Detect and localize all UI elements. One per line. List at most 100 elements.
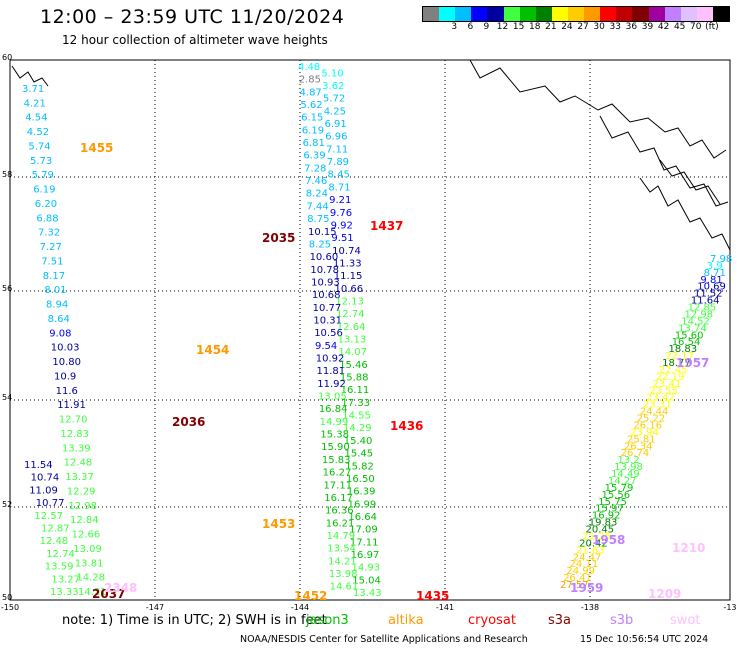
wave-height-label: 7.28 [304, 163, 326, 174]
wave-height-label: 10.77 [36, 498, 65, 509]
wave-height-label: 10.93 [311, 277, 340, 288]
wave-height-label: 5.10 [321, 68, 343, 79]
wave-height-label: 12.64 [337, 322, 366, 333]
wave-height-label: 12.13 [335, 296, 364, 307]
wave-height-label: 14.21 [328, 556, 357, 567]
colorbar-swatch [503, 7, 520, 21]
wave-height-label: 18.77 [662, 358, 691, 369]
wave-height-label: 10.92 [316, 354, 345, 365]
colorbar-label: 9 [483, 22, 490, 32]
wave-height-label: 24.47 [573, 552, 602, 563]
colorbar-label: 21 [545, 22, 557, 32]
wave-height-label: 22.45 [659, 365, 688, 376]
latitude-label: 50 [2, 593, 12, 602]
wave-height-label: 26.16 [633, 420, 662, 431]
wave-height-label: 5.62 [300, 100, 322, 111]
colorbar-label: 45 [673, 22, 686, 32]
wave-height-label: 13.39 [62, 443, 91, 454]
wave-height-label: 14.21 [78, 587, 107, 598]
coastline [11, 59, 731, 251]
wave-height-label: 4.54 [25, 113, 47, 124]
wave-height-label: 10.31 [313, 315, 342, 326]
pass-time-tag: 1455 [80, 141, 113, 155]
colorbar-labels: 3 6 9 12 15 18 21 24 27 30 33 36 39 42 45 70 (ft) [422, 22, 728, 34]
wave-height-label: 13.2 [617, 455, 639, 466]
wave-height-label: 24.44 [640, 407, 669, 418]
wave-height-label: 15.97 [595, 504, 624, 515]
pass-time-tag: 1209 [648, 587, 681, 601]
graticule [10, 60, 730, 600]
wave-height-label: 17.33 [341, 398, 370, 409]
satellite-legend-s3a: s3a [548, 613, 572, 628]
wave-height-label: 15.04 [352, 575, 381, 586]
colorbar-label: 27 [577, 22, 589, 32]
wave-height-label: 12.48 [64, 458, 93, 469]
pass-time-tag: 1959 [570, 581, 603, 595]
satellite-legend-jason3: jason3 [306, 613, 349, 628]
wave-height-label: 7.27 [40, 242, 62, 253]
credit-line: NOAA/NESDIS Center for Satellite Applica… [240, 634, 528, 645]
wave-height-label: 14.79 [327, 531, 356, 542]
wave-height-label: 26.41 [563, 573, 592, 584]
wave-height-label: 3.71 [22, 84, 44, 95]
wave-height-label: 16.84 [319, 404, 348, 415]
wave-height-label: 14.07 [338, 347, 367, 358]
coastline-islands [639, 177, 731, 251]
pass-time-tag: 1957 [676, 356, 709, 370]
wave-height-label: 2.85 [299, 75, 321, 86]
colorbar-swatch [439, 7, 456, 21]
wave-height-label: 8.64 [48, 314, 70, 325]
wave-height-label: 14.28 [76, 573, 105, 584]
wave-height-label: 16.97 [351, 550, 380, 561]
wave-height-label: 11.91 [57, 400, 86, 411]
pass-time-tag: 1436 [390, 419, 423, 433]
wave-height-label: 25.81 [627, 434, 656, 445]
wave-height-label: 24.99 [566, 566, 595, 577]
colorbar-label: 24 [561, 22, 573, 32]
wave-height-label: 7.46 [305, 176, 327, 187]
colorbar-label: (ft) [705, 22, 719, 32]
wave-height-label: 10.80 [52, 357, 81, 368]
latitude-label: 52 [2, 500, 12, 509]
colorbar-swatch [600, 7, 617, 21]
wave-height-label: 8.24 [306, 189, 328, 200]
wave-height-label: 27.57 [560, 580, 589, 591]
colorbar-label: 39 [641, 22, 654, 32]
wave-height-label: 17.09 [349, 525, 378, 536]
wave-height-label: 11.33 [333, 258, 362, 269]
wave-height-label: 12.74 [46, 549, 75, 560]
wave-height-label: 10.60 [310, 252, 339, 263]
wave-height-label: 13.98 [329, 569, 358, 580]
wave-height-label: 12.57 [34, 511, 63, 522]
longitude-label: -147 [146, 603, 164, 612]
wave-height-label: 16.99 [348, 499, 377, 510]
wave-height-label: 9.08 [49, 328, 71, 339]
satellite-legend-altika: altika [388, 613, 424, 628]
wave-height-label: 6.39 [303, 151, 325, 162]
wave-height-label: 15.83 [322, 455, 351, 466]
colorbar-swatch [696, 7, 713, 21]
pass-time-tag: 2036 [172, 415, 205, 429]
wave-height-label: 23.42 [646, 393, 675, 404]
wave-height-label: 10.15 [308, 227, 337, 238]
wave-height-label: 16.39 [347, 487, 376, 498]
wave-height-label: 5.74 [28, 141, 50, 152]
wave-height-label: 16.11 [341, 385, 370, 396]
wave-height-label: 9.81 [700, 275, 722, 286]
map-title: 12:00 – 23:59 UTC 11/20/2024 [40, 6, 345, 28]
wave-height-label: 9.76 [330, 208, 352, 219]
wave-height-label: 12.87 [41, 524, 70, 535]
satellite-legend-s3b: s3b [610, 613, 634, 628]
wave-height-label: 13.74 [678, 323, 707, 334]
wave-height-label: 13.33 [50, 587, 79, 598]
wave-height-label: 7.44 [306, 201, 328, 212]
colorbar-label: 15 [512, 22, 525, 32]
wave-height-label: 24.11 [570, 559, 599, 570]
wave-height-label: 11.92 [317, 379, 346, 390]
wave-height-label: 8.71 [328, 182, 350, 193]
colorbar-swatch [567, 7, 585, 21]
wave-height-label: 6.15 [301, 113, 323, 124]
wave-height-label: 16.27 [323, 468, 352, 479]
wave-height-label: 15.40 [344, 436, 373, 447]
